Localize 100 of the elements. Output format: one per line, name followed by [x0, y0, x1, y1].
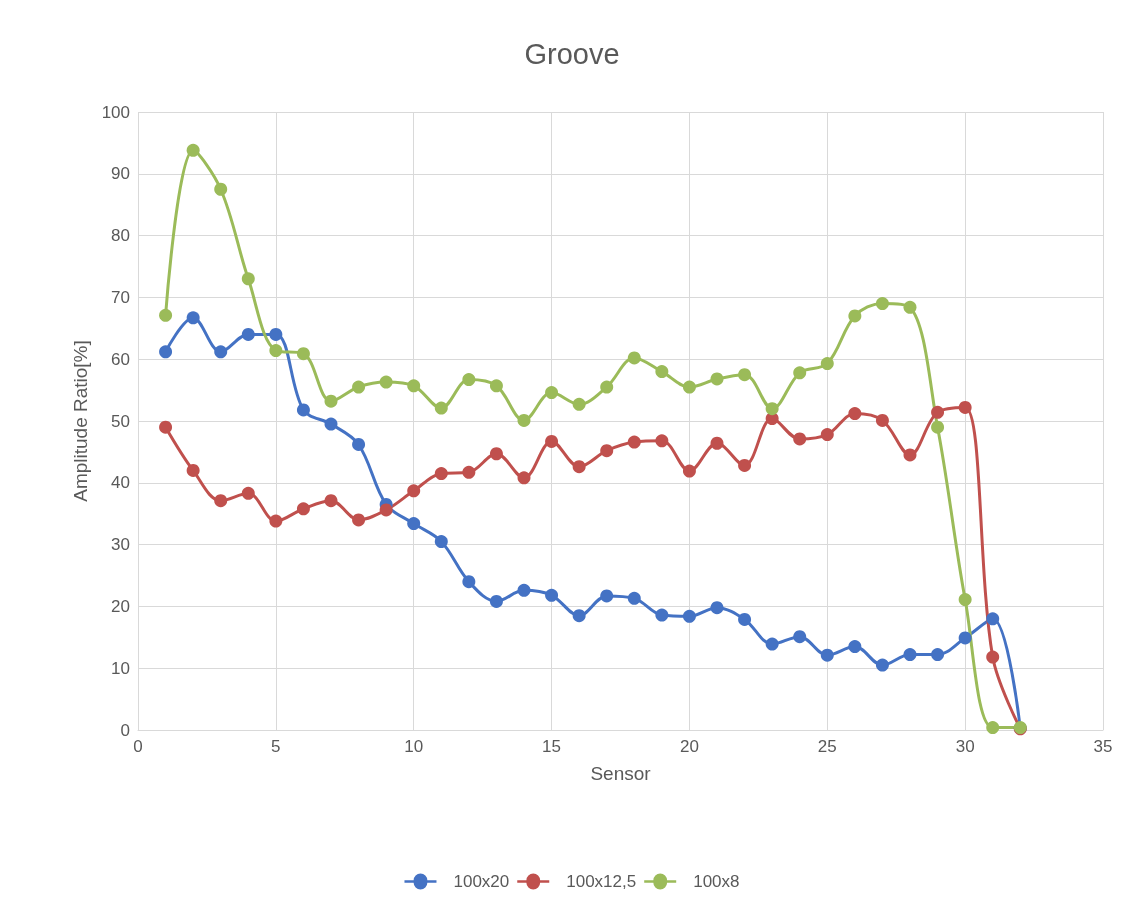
- point: [214, 345, 228, 359]
- x-tick-label: 25: [817, 737, 837, 756]
- y-axis-title: Amplitude Ratio[%]: [70, 340, 91, 502]
- point: [241, 272, 255, 286]
- point: [214, 182, 228, 196]
- point: [738, 459, 752, 472]
- point: [517, 471, 531, 485]
- point: [986, 650, 1000, 664]
- point: [462, 575, 476, 589]
- point: [765, 402, 779, 416]
- point: [241, 486, 255, 500]
- point: [793, 630, 807, 644]
- point: [848, 407, 862, 421]
- point: [434, 401, 448, 415]
- chart-title: Groove: [524, 37, 620, 70]
- legend-label: 100x20: [453, 872, 510, 891]
- point: [600, 444, 614, 458]
- point: [875, 297, 889, 311]
- point: [296, 403, 310, 417]
- point: [269, 514, 283, 528]
- point: [407, 517, 421, 531]
- point: [848, 309, 862, 323]
- point: [875, 658, 889, 672]
- point: [186, 143, 200, 157]
- y-tick-label: 100: [101, 102, 130, 122]
- point: [600, 380, 614, 394]
- point: [793, 366, 807, 380]
- y-tick-label: 60: [111, 349, 130, 369]
- x-tick-label: 35: [1093, 737, 1113, 756]
- point: [627, 351, 641, 365]
- point: [710, 601, 724, 615]
- point: [489, 379, 503, 393]
- point: [682, 609, 696, 623]
- point: [352, 437, 366, 451]
- point: [379, 375, 393, 389]
- point: [903, 648, 917, 662]
- point: [710, 436, 724, 450]
- point: [572, 460, 586, 474]
- point: [517, 583, 531, 597]
- point: [682, 380, 696, 394]
- point: [269, 344, 283, 358]
- point: [931, 405, 945, 419]
- x-axis-title: Sensor: [590, 763, 652, 784]
- point: [517, 413, 531, 427]
- point: [352, 380, 366, 394]
- y-tick-label: 20: [111, 596, 130, 616]
- point: [875, 413, 889, 427]
- point: [296, 502, 310, 516]
- y-tick-label: 70: [111, 287, 130, 307]
- y-tick-label: 40: [111, 473, 130, 493]
- point: [241, 327, 255, 341]
- x-tick-label: 20: [679, 737, 699, 756]
- point: [931, 420, 945, 434]
- point: [214, 494, 228, 508]
- point: [903, 300, 917, 314]
- point: [600, 589, 614, 603]
- point: [572, 397, 586, 411]
- point: [159, 345, 173, 359]
- point: [545, 386, 559, 400]
- x-tick-label: 15: [542, 737, 562, 756]
- point: [324, 417, 338, 431]
- point: [710, 372, 724, 386]
- point: [186, 311, 200, 325]
- point: [903, 448, 917, 462]
- point: [655, 365, 669, 379]
- point: [986, 721, 1000, 735]
- point: [627, 591, 641, 605]
- point: [572, 609, 586, 623]
- point: [765, 637, 779, 651]
- legend-label: 100x12,5: [566, 872, 637, 891]
- point: [848, 640, 862, 654]
- point: [489, 447, 503, 461]
- point: [407, 379, 421, 393]
- x-tick-label: 30: [955, 737, 975, 756]
- point: [738, 368, 752, 382]
- point: [186, 463, 200, 477]
- point: [545, 434, 559, 448]
- point: [958, 593, 972, 607]
- x-tick-label: 10: [404, 737, 424, 756]
- point: [958, 400, 972, 414]
- point: [986, 612, 1000, 626]
- y-tick-label: 90: [111, 164, 130, 184]
- point: [682, 464, 696, 478]
- point: [296, 347, 310, 361]
- point: [159, 420, 173, 434]
- point: [820, 648, 834, 662]
- point: [627, 435, 641, 449]
- legend-label: 100x8: [693, 872, 740, 891]
- y-tick-label: 0: [120, 720, 130, 740]
- point: [434, 535, 448, 549]
- point: [407, 484, 421, 498]
- x-tick-label: 0: [133, 737, 143, 756]
- point: [462, 465, 476, 479]
- point: [545, 588, 559, 602]
- point: [324, 394, 338, 408]
- point: [655, 434, 669, 448]
- y-tick-label: 50: [111, 411, 130, 431]
- point: [379, 503, 393, 517]
- point: [820, 357, 834, 371]
- x-tick-label: 5: [271, 737, 281, 756]
